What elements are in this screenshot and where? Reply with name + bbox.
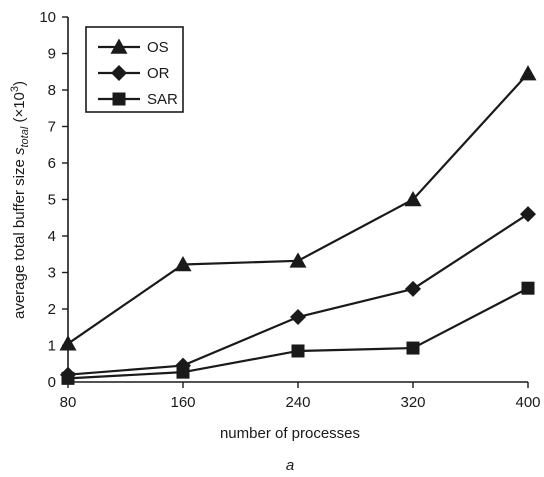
y-axis-label: average total buffer size stotal (×103) [9, 81, 31, 319]
y-tick-label: 2 [48, 301, 56, 318]
series-or-point [405, 280, 421, 297]
series-or-point [290, 309, 306, 326]
y-axis-label-unit-exp: 3 [9, 86, 21, 92]
series-os-point [519, 65, 537, 81]
x-tick-label: 400 [515, 394, 540, 411]
legend-box [85, 26, 184, 113]
x-tick-label: 80 [60, 394, 77, 411]
legend-marker-sar [112, 92, 126, 106]
y-tick-label: 7 [48, 119, 56, 136]
x-axis-ticks: 80 160 240 320 400 [60, 382, 541, 411]
series-sar-point [61, 371, 75, 385]
x-axis-label: number of processes [220, 425, 360, 442]
x-tick-label: 160 [170, 394, 195, 411]
series-os-point [174, 255, 192, 272]
legend-label-sar: SAR [147, 91, 178, 108]
y-tick-label: 3 [48, 265, 56, 282]
y-tick-label: 8 [48, 82, 56, 99]
series-layer [59, 65, 537, 385]
series-sar-point [176, 365, 190, 379]
series-os-point [289, 252, 307, 268]
series-os-line [67, 72, 529, 345]
series-sar-point [406, 341, 420, 355]
series-or-point [520, 206, 536, 223]
legend-marker-os [110, 38, 128, 54]
y-axis-label-subscript: total [19, 126, 31, 147]
series-sar-line [67, 287, 529, 380]
y-axis-label-unit-open: (×10 [11, 92, 28, 127]
series-sar-point [521, 281, 535, 295]
y-tick-label: 0 [48, 374, 56, 391]
y-tick-label: 1 [48, 338, 56, 355]
y-axis-label-unit-close: ) [11, 81, 28, 86]
series-sar [61, 281, 535, 385]
series-os-point [404, 191, 422, 207]
y-tick-label: 6 [48, 155, 56, 172]
figure-caption: a [286, 457, 294, 474]
legend-label-or: OR [147, 65, 170, 82]
series-sar-point [291, 344, 305, 358]
y-tick-label: 5 [48, 192, 56, 209]
legend-label-os: OS [147, 39, 169, 56]
series-os [59, 65, 537, 351]
y-tick-label: 9 [48, 46, 56, 63]
y-tick-label: 10 [39, 9, 56, 26]
legend: OS OR SAR [85, 26, 184, 113]
legend-marker-or [111, 65, 127, 81]
y-axis-ticks: 0 1 2 3 4 5 6 7 8 9 10 [39, 9, 68, 391]
y-axis-label-symbol: s [11, 147, 28, 155]
x-tick-label: 320 [400, 394, 425, 411]
y-tick-label: 4 [48, 228, 56, 245]
y-axis-label-prefix: average total buffer size [11, 155, 28, 319]
series-os-point [59, 335, 77, 351]
x-tick-label: 240 [285, 394, 310, 411]
